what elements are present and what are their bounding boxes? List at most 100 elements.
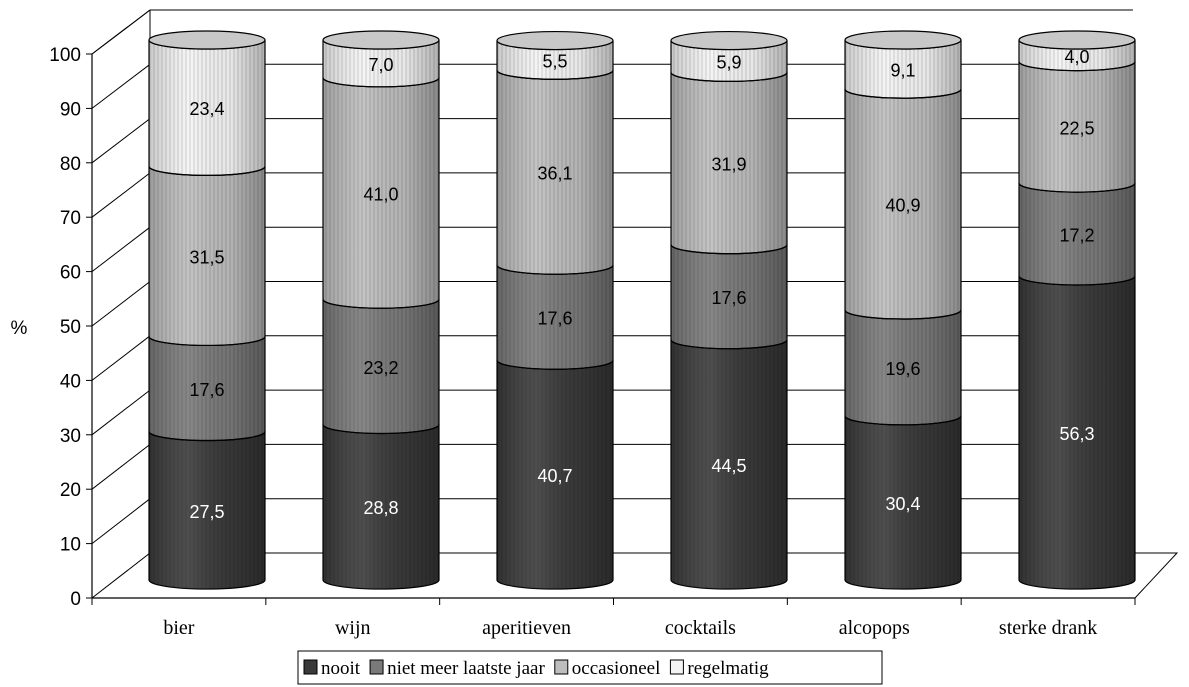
legend-swatch [303, 659, 318, 675]
legend-label: regelmatig [687, 658, 769, 679]
data-label: 40,7 [537, 466, 572, 486]
bar-segment-regelmatig [670, 40, 788, 82]
legend-item-nooit: nooit [303, 658, 361, 679]
bars: 27,5 17,6 31,5 23,4 28,8 23,2 41,0 7,0 40,7 17,6 3… [148, 30, 1136, 590]
bar-segment-nooit [1018, 275, 1136, 590]
x-tick-label: bier [163, 617, 194, 639]
x-tick-label: wijn [335, 617, 371, 639]
y-tick-label: 100 [49, 45, 81, 66]
gridline-side [91, 335, 151, 381]
data-label: 44,5 [711, 456, 746, 476]
legend-swatch [669, 659, 684, 675]
bar-segment-occasioneel [670, 72, 788, 255]
legend: nooit niet meer laatste jaar occasioneel re… [297, 650, 883, 685]
data-label: 17,6 [537, 309, 572, 329]
bar-segment-niet-meer-laatste-jaar [148, 336, 266, 442]
y-tick-label: 80 [60, 154, 81, 175]
bar-top-cap [496, 30, 614, 51]
y-tick-label: 40 [60, 371, 81, 392]
y-tick-label: 50 [60, 317, 81, 338]
bar-segment-nooit [670, 339, 788, 590]
bar-segment-occasioneel [496, 70, 614, 275]
data-label: 41,0 [363, 185, 398, 205]
legend-item-regelmatig: regelmatig [669, 658, 769, 679]
y-tick-label: 30 [60, 426, 81, 447]
data-label: 19,6 [885, 359, 920, 379]
data-label: 31,5 [189, 247, 224, 267]
x-tick-label: aperitieven [482, 617, 571, 639]
bar-cocktails: 44,5 17,6 31,9 5,9 [670, 30, 788, 590]
gridline-side [91, 63, 151, 109]
bar-alcopops: 30,4 19,6 40,9 9,1 [844, 30, 962, 590]
bar-top-cap [1018, 30, 1136, 50]
y-axis-label: % [11, 318, 28, 339]
gridline-side [91, 172, 151, 218]
bar-segment-nooit [322, 424, 440, 590]
y-axis: 0 10 20 30 40 50 60 70 80 90 100 [49, 45, 93, 610]
data-label: 9,1 [890, 61, 915, 81]
gridline-side [91, 281, 151, 327]
bar-top-cap [322, 30, 440, 50]
data-label: 7,0 [368, 55, 393, 75]
data-label: 17,6 [189, 380, 224, 400]
data-label: 40,9 [885, 196, 920, 216]
bar-aperitieven: 40,7 17,6 36,1 5,5 [496, 30, 614, 590]
data-label: 17,6 [711, 288, 746, 308]
legend-label: niet meer laatste jaar [387, 658, 545, 679]
gridline-side [91, 226, 151, 272]
data-label: 27,5 [189, 502, 224, 522]
x-tick-label: sterke drank [999, 617, 1097, 639]
bar-segment-occasioneel [844, 88, 962, 320]
wall-top-edge [91, 9, 151, 55]
y-tick-label: 0 [70, 589, 81, 610]
data-label: 28,8 [363, 498, 398, 518]
data-label: 17,2 [1059, 226, 1094, 246]
x-tick-label: alcopops [839, 617, 910, 639]
data-label: 23,2 [363, 358, 398, 378]
y-tick-label: 90 [60, 99, 81, 120]
data-label: 23,4 [189, 99, 224, 119]
bar-segment-nooit [844, 415, 962, 590]
data-label: 5,5 [542, 51, 567, 71]
legend-label: nooit [321, 658, 361, 679]
x-axis: bier wijn aperitieven cocktails alcopops ster… [91, 597, 1136, 639]
y-tick-label: 60 [60, 263, 81, 284]
bar-sterke-drank: 56,3 17,2 22,5 4,0 [1018, 30, 1136, 590]
bar-top-cap [670, 30, 788, 51]
gridline-side [91, 498, 151, 544]
data-label: 31,9 [711, 155, 746, 175]
bar-top-cap [148, 30, 266, 50]
bar-segment-nooit [496, 360, 614, 590]
legend-box [297, 650, 883, 685]
data-label: 36,1 [537, 164, 572, 184]
y-tick-label: 20 [60, 480, 81, 501]
gridline-side [91, 444, 151, 490]
legend-swatch [554, 659, 569, 675]
bar-wijn: 28,8 23,2 41,0 7,0 [322, 30, 440, 590]
gridline-side [91, 118, 151, 164]
legend-label: occasioneel [572, 658, 661, 679]
data-label: 56,3 [1059, 424, 1094, 444]
bar-segment-nooit [148, 431, 266, 590]
bar-segment-occasioneel [1018, 61, 1136, 193]
bar-top-cap [844, 30, 962, 50]
y-tick-label: 10 [60, 535, 81, 556]
bar-segment-niet-meer-laatste-jaar [670, 244, 788, 350]
legend-swatch [369, 659, 384, 675]
x-tick-label: cocktails [665, 617, 736, 639]
bar-segment-niet-meer-laatste-jaar [1018, 182, 1136, 286]
legend-item-niet-meer-laatste-jaar: niet meer laatste jaar [369, 658, 545, 679]
data-label: 30,4 [885, 494, 920, 514]
gridline-side [91, 389, 151, 436]
bar-segment-occasioneel [148, 166, 266, 347]
data-label: 5,9 [716, 52, 741, 72]
bar-segment-regelmatig [1018, 39, 1136, 72]
bar-segment-niet-meer-laatste-jaar [844, 309, 962, 426]
data-label: 22,5 [1059, 118, 1094, 138]
bar-segment-regelmatig [148, 39, 266, 176]
bar-segment-occasioneel [322, 77, 440, 309]
data-label: 4,0 [1064, 47, 1089, 67]
y-tick-label: 70 [60, 208, 81, 229]
legend-item-occasioneel: occasioneel [554, 658, 661, 679]
